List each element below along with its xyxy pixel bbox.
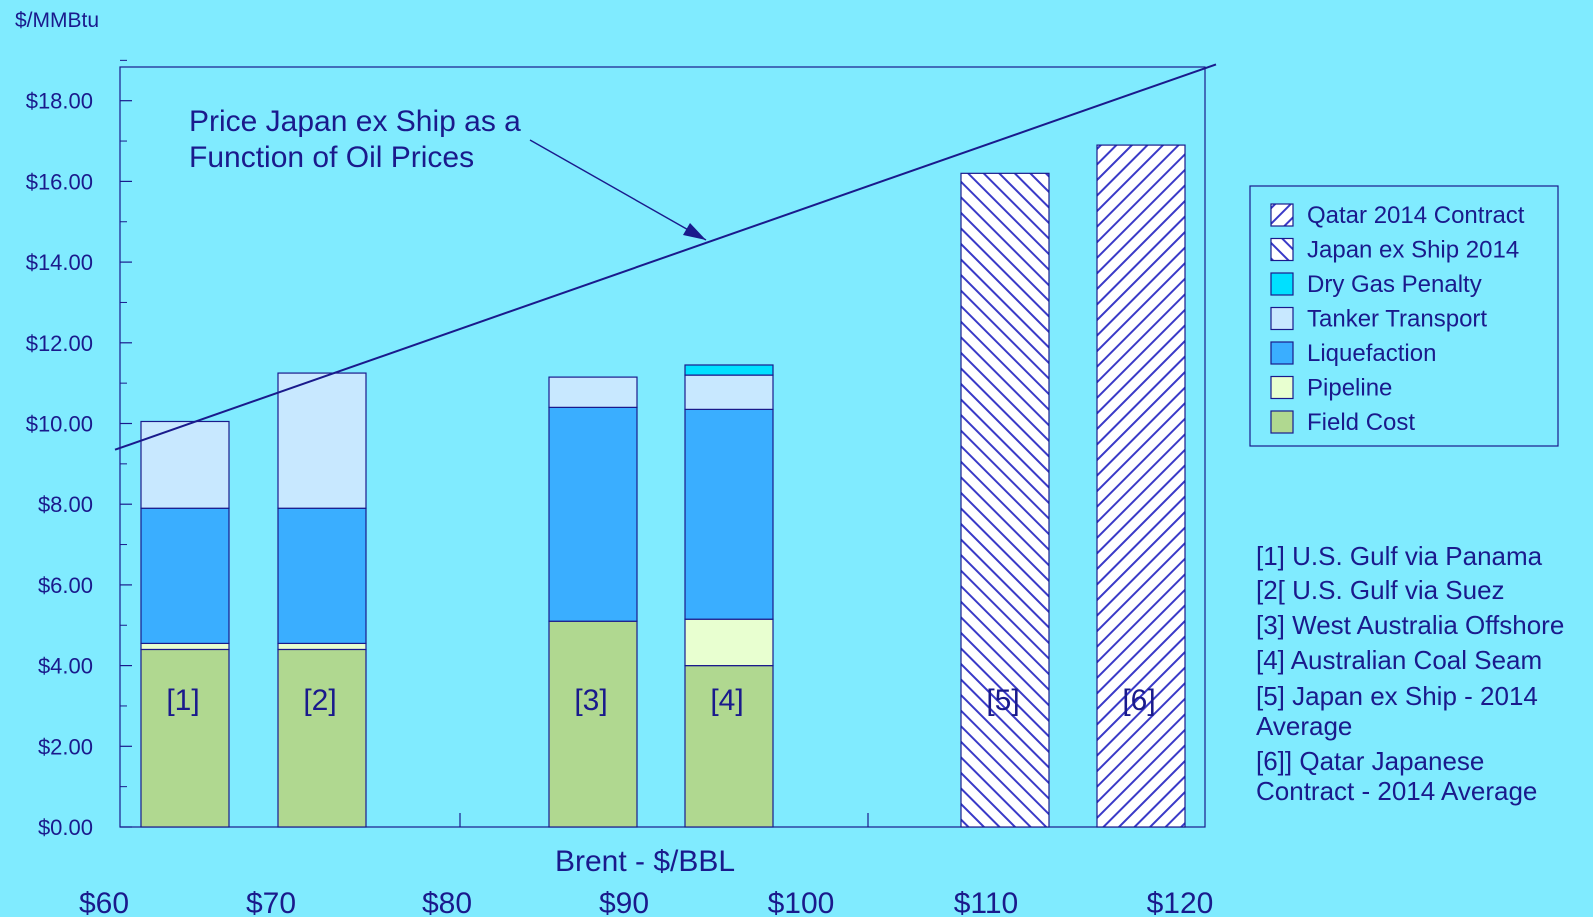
y-tick-label: $12.00 [26, 331, 93, 356]
legend-label: Japan ex Ship 2014 [1307, 237, 1519, 264]
bar-segment-pipeline [140, 642, 230, 651]
bar-segment-pipeline [277, 642, 367, 651]
legend-label: Liquefaction [1307, 340, 1436, 367]
bar-category-label: [3] [574, 684, 607, 717]
y-tick-label: $10.00 [26, 412, 93, 437]
bar-category-label: [6] [1122, 684, 1155, 717]
bar-segment-liquefaction [140, 507, 230, 645]
bar-segment-liquefaction [548, 406, 638, 622]
legend-label: Tanker Transport [1307, 306, 1487, 333]
legend-swatch-japan-ex-ship-2014 [1270, 237, 1294, 262]
x-axis-value-label: $90 [599, 887, 649, 917]
y-axis: $0.00 $2.00 $4.00 $6.00 $8.00 $10.00 $12.00 $14… [26, 59, 132, 840]
y-tick-label: $0.00 [38, 815, 93, 840]
y-axis-label: $/MMBtu [15, 9, 99, 32]
y-tick-label: $16.00 [26, 169, 93, 194]
bar-category-label: [1] [166, 684, 199, 717]
legend-label: Field Cost [1307, 409, 1415, 436]
bars [140, 144, 1186, 828]
bar-category-label: [2] [303, 684, 336, 717]
legend-label: Dry Gas Penalty [1307, 271, 1482, 298]
bar-segment-tanker-transport [277, 372, 367, 509]
legend-swatch-pipeline [1270, 375, 1294, 400]
bar-segment-tanker-transport [684, 374, 774, 410]
legend-swatch-qatar-2014-contract [1270, 203, 1294, 227]
note-text: [4] Australian Coal Seam [1256, 645, 1542, 675]
legend-label: Pipeline [1307, 375, 1392, 402]
y-tick-label: $6.00 [38, 573, 93, 598]
legend-swatch-tanker-transport [1270, 306, 1294, 331]
x-axis-value-label: $120 [1147, 887, 1214, 917]
price-line-label-1: Price Japan ex Ship as a [189, 105, 521, 138]
bar-segment-field-cost [140, 648, 230, 828]
y-tick-label: $14.00 [26, 250, 93, 275]
x-axis-value-label: $110 [954, 887, 1019, 917]
bar-segment-field-cost [548, 620, 638, 828]
note-text: [3] West Australia Offshore [1256, 610, 1564, 640]
bar-category-label: [5] [986, 684, 1019, 717]
legend: Qatar 2014 Contract Japan ex Ship 2014 Dry… [1249, 185, 1559, 447]
price-line [114, 63, 1217, 451]
legend-swatch-dry-gas-penalty [1270, 272, 1294, 296]
legend-box [1249, 185, 1559, 447]
note-text: [2[ U.S. Gulf via Suez [1256, 575, 1505, 605]
bar-segment-liquefaction [684, 408, 774, 620]
bar-segment-japan-ex-ship-2014 [960, 172, 1050, 828]
bar-segment-tanker-transport [548, 376, 638, 408]
bar-segment-pipeline [684, 618, 774, 667]
x-axis-value-label: $70 [246, 887, 296, 917]
note-text: [5] Japan ex Ship - 2014 [1256, 681, 1538, 711]
x-axis-labels: $60 $70 $80 $90 $100 $110 $120 [79, 887, 1213, 917]
bar-category-label: [4] [710, 684, 743, 717]
bar-segment-dry-gas-penalty [684, 364, 774, 376]
bar-segment-liquefaction [277, 507, 367, 645]
y-tick-label: $4.00 [38, 654, 93, 679]
y-tick-label: $2.00 [38, 734, 93, 759]
note-text: Average [1256, 711, 1352, 741]
bar-segment-qatar-2014-contract [1096, 144, 1186, 828]
price-line-label-2: Function of Oil Prices [189, 141, 474, 174]
y-tick-label: $18.00 [26, 89, 93, 114]
note-text: [6]] Qatar Japanese [1256, 746, 1484, 776]
bar-notes: [1] U.S. Gulf via Panama [2[ U.S. Gulf vi… [1256, 541, 1564, 806]
bar-labels: [1] [2] [3] [4] [5] [6] [166, 684, 1155, 717]
bar-segment-field-cost [684, 664, 774, 828]
bar-segment-field-cost [277, 648, 367, 828]
y-tick-label: $8.00 [38, 492, 93, 517]
x-axis-value-label: $100 [768, 887, 835, 917]
annotation-arrowhead [683, 223, 706, 240]
legend-swatch-liquefaction [1270, 341, 1294, 365]
annotation-arrow-line [529, 139, 707, 241]
x-axis-value-label: $80 [422, 887, 472, 917]
note-text: [1] U.S. Gulf via Panama [1256, 541, 1543, 571]
note-text: Contract - 2014 Average [1256, 776, 1537, 806]
legend-label: Qatar 2014 Contract [1307, 202, 1525, 229]
bar-segment-tanker-transport [140, 420, 230, 509]
legend-swatch-field-cost [1270, 410, 1294, 434]
x-axis-value-label: $60 [79, 887, 129, 917]
x-axis-label: Brent - $/BBL [555, 845, 735, 878]
